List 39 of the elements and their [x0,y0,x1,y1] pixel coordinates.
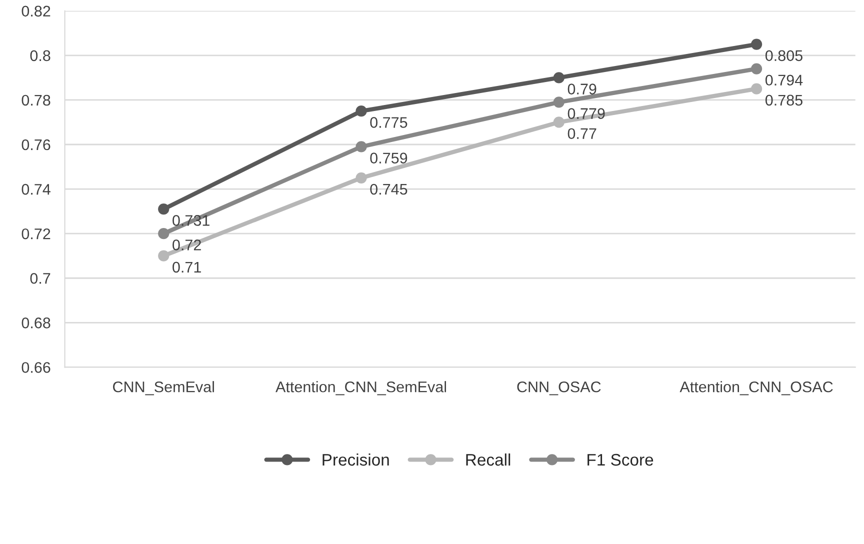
data-label: 0.785 [765,94,802,106]
point [553,72,564,84]
data-label: 0.794 [765,74,803,86]
point [553,116,564,128]
x-tick-label: CNN_SemEval [113,381,214,396]
y-tick-label: 0.74 [22,184,50,195]
y-tick-label: 0.72 [22,228,50,240]
x-tick-label: CNN_OSAC [517,381,601,396]
data-label: 0.775 [370,117,408,128]
y-tick-label: 0.76 [22,139,50,150]
data-label: 0.72 [172,240,201,250]
point [553,96,564,108]
point [158,228,170,240]
legend-label: Recall [466,453,510,466]
y-tick-label: 0.8 [30,50,50,62]
point [750,83,762,94]
point [158,204,170,215]
point [356,141,367,152]
y-tick-label: 0.66 [22,362,50,373]
y-tick-label: 0.7 [30,272,50,284]
y-tick-label: 0.82 [22,6,50,17]
x-tick-label: Attention_CNN_OSAC [680,381,833,396]
data-label: 0.71 [172,262,201,273]
point [750,63,762,74]
legend-label: Precision [322,453,389,466]
data-label: 0.745 [370,184,408,195]
data-label: 0.79 [568,84,596,94]
data-label: 0.805 [765,50,802,62]
data-label: 0.759 [370,152,408,164]
point [158,250,170,262]
data-label: 0.77 [568,128,596,140]
point [750,38,762,50]
legend-label: F1 Score [588,454,654,466]
y-tick-label: 0.68 [22,318,50,328]
x-tick-label: Attention_CNN_SemEval [276,381,446,396]
point [356,172,367,184]
y-tick-label: 0.78 [22,94,50,106]
point [356,106,367,117]
data-label: 0.779 [568,108,605,119]
